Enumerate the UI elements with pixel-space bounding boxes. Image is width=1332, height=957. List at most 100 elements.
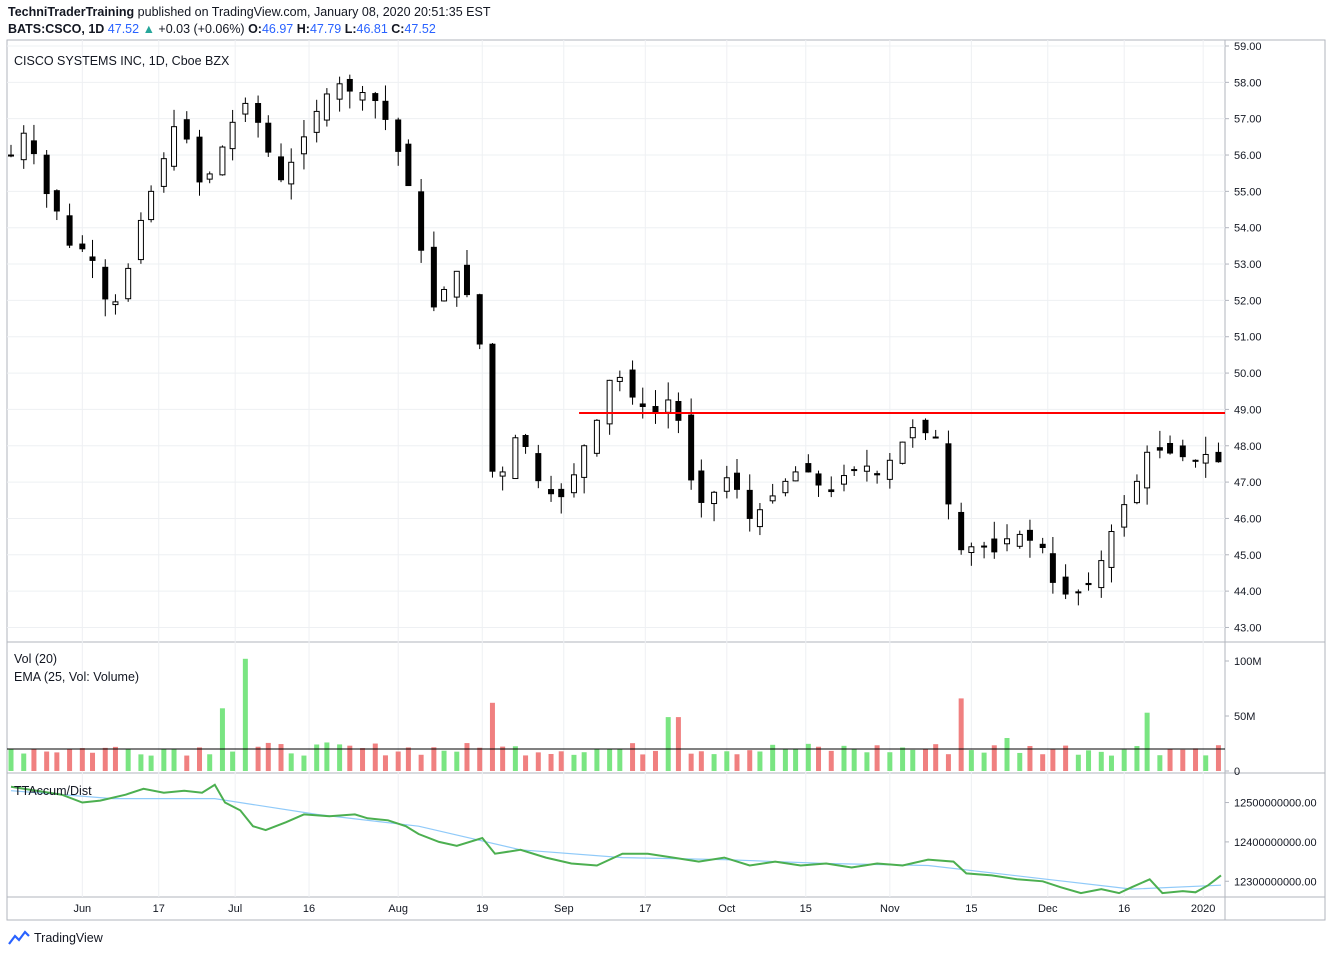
y-tick-label: 55.00 xyxy=(1234,186,1262,198)
candle-body xyxy=(932,436,939,439)
candle-body xyxy=(430,246,437,308)
volume-bar xyxy=(805,743,811,771)
candle-body xyxy=(1133,480,1140,504)
footer-brand[interactable]: TradingView xyxy=(8,930,103,946)
y-tick-label: 44.00 xyxy=(1234,586,1262,598)
y-tick-label: 54.00 xyxy=(1234,223,1262,235)
volume-bar xyxy=(314,744,320,771)
candle-body xyxy=(382,100,389,120)
candle-body xyxy=(1062,576,1069,595)
volume-bar xyxy=(54,752,60,771)
candle-body xyxy=(1016,533,1023,547)
candle-body xyxy=(688,414,695,481)
volume-bar xyxy=(793,748,799,771)
candle-body xyxy=(278,156,285,181)
volume-bar xyxy=(197,747,203,771)
change-value: +0.03 (+0.06%) xyxy=(158,22,245,36)
close-label: C: xyxy=(391,22,405,36)
candle-body xyxy=(1167,443,1174,454)
volume-bar xyxy=(617,748,623,771)
candle-body xyxy=(89,256,96,261)
tradingview-logo-icon xyxy=(8,930,30,945)
publisher-name[interactable]: TechniTraderTraining xyxy=(8,5,135,19)
y-tick-label: 48.00 xyxy=(1234,441,1262,453)
volume-bar xyxy=(1075,754,1081,771)
candle-body xyxy=(102,266,109,300)
x-tick-label: 15 xyxy=(800,903,812,915)
volume-bar xyxy=(1121,749,1127,771)
volume-bar xyxy=(1215,745,1221,771)
candle-body xyxy=(629,369,636,398)
y-tick-label: 12300000000.00 xyxy=(1234,876,1317,888)
candle-body xyxy=(756,509,763,528)
candle-body xyxy=(851,469,858,472)
candle-body xyxy=(675,400,682,421)
volume-bar xyxy=(782,749,788,771)
candle-body xyxy=(359,92,366,101)
candle-body xyxy=(734,472,740,490)
y-tick-label: 100M xyxy=(1234,656,1262,668)
y-tick-label: 57.00 xyxy=(1234,114,1262,126)
volume-bar xyxy=(724,751,730,771)
volume-bar xyxy=(1050,749,1056,771)
volume-bar xyxy=(477,747,483,771)
y-tick-label: 49.00 xyxy=(1234,404,1262,416)
candle-body xyxy=(886,459,893,480)
y-tick-label: 12400000000.00 xyxy=(1234,837,1317,849)
x-tick-label: 17 xyxy=(639,903,651,915)
y-tick-label: 51.00 xyxy=(1234,332,1262,344)
candle-body xyxy=(991,538,998,553)
x-tick-label: Jun xyxy=(73,903,91,915)
high-label: H: xyxy=(296,22,310,36)
volume-bar xyxy=(395,751,401,771)
candle-body xyxy=(453,270,460,298)
candle-body xyxy=(229,121,236,150)
y-tick-label: 59.00 xyxy=(1234,41,1262,53)
candle-body xyxy=(1215,451,1222,463)
volume-bar xyxy=(1086,750,1092,771)
accum-average-line xyxy=(10,790,1222,890)
volume-bar xyxy=(548,753,554,771)
candle-body xyxy=(463,264,470,296)
open-label: O: xyxy=(248,22,262,36)
volume-bar xyxy=(405,747,411,771)
candle-body xyxy=(53,190,60,212)
candle-body xyxy=(863,465,870,472)
volume-bar xyxy=(594,749,600,771)
volume-bar xyxy=(887,752,893,771)
volume-bar xyxy=(79,748,85,771)
open-value: 46.97 xyxy=(261,22,294,36)
x-tick-label: 15 xyxy=(965,903,977,915)
volume-bar xyxy=(148,755,154,771)
price-pane-title: CISCO SYSTEMS INC, 1D, Cboe BZX xyxy=(14,54,230,68)
candle-body xyxy=(418,191,425,251)
candle-body xyxy=(593,419,600,454)
candle-body xyxy=(499,471,506,477)
volume-bar xyxy=(968,750,974,771)
volume-bar xyxy=(1167,749,1173,771)
volume-bar xyxy=(734,754,740,771)
candle-body xyxy=(489,343,496,472)
volume-bar xyxy=(301,755,307,771)
candle-body xyxy=(20,132,27,161)
volume-bar xyxy=(112,746,118,771)
volume-bar xyxy=(1193,748,1199,771)
candle-body xyxy=(336,83,343,100)
candle-body xyxy=(8,154,14,157)
candle-body xyxy=(1004,538,1011,545)
candle-body xyxy=(1108,531,1115,568)
x-tick-label: Jul xyxy=(228,903,242,915)
candle-body xyxy=(405,143,412,187)
x-tick-label: Dec xyxy=(1038,903,1058,915)
volume-bar xyxy=(698,751,704,771)
volume-bar xyxy=(1134,746,1140,771)
volume-bar xyxy=(581,752,587,771)
candle-body xyxy=(606,379,613,425)
candle-body xyxy=(160,158,167,187)
candle-body xyxy=(313,110,320,133)
volume-bar xyxy=(8,749,14,771)
candle-body xyxy=(874,473,881,476)
volume-bar xyxy=(1157,755,1163,771)
volume-bar xyxy=(523,755,529,771)
